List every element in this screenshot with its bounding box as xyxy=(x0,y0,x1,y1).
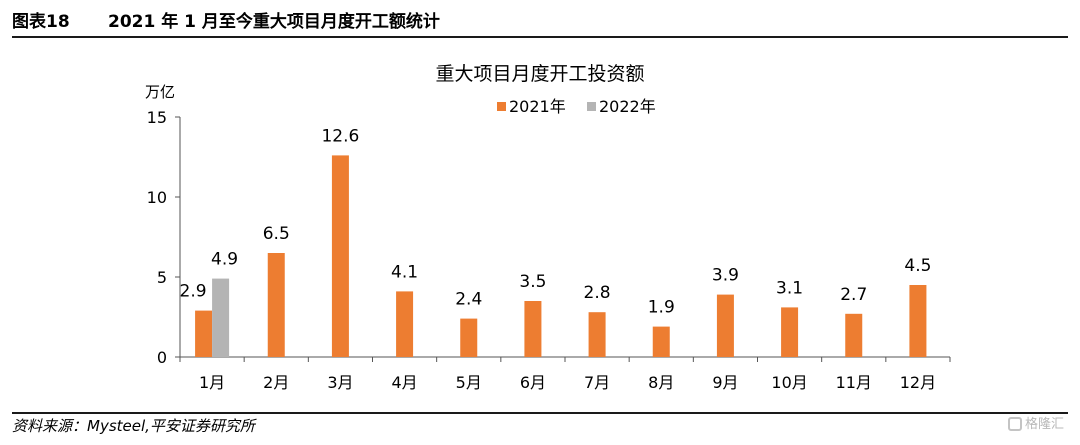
x-tick-label: 2月 xyxy=(263,373,289,392)
legend: 2021年 2022年 xyxy=(497,97,656,116)
x-tick-label: 9月 xyxy=(712,373,738,392)
data-label: 6.5 xyxy=(263,224,290,244)
data-label: 4.9 xyxy=(211,250,238,270)
legend-swatch xyxy=(497,102,506,111)
bar xyxy=(652,326,670,357)
x-tick-label: 1月 xyxy=(199,373,225,392)
figure-number: 图表18 xyxy=(12,12,70,32)
bar xyxy=(331,155,349,357)
y-tick-label: 15 xyxy=(147,108,167,127)
bars xyxy=(195,155,927,357)
y-tick-label: 0 xyxy=(157,348,167,367)
x-tick-label: 8月 xyxy=(648,373,674,392)
data-label: 4.5 xyxy=(904,256,931,276)
x-tick-label: 5月 xyxy=(456,373,482,392)
watermark-text: 格隆汇 xyxy=(1024,417,1064,432)
legend-swatch xyxy=(587,102,596,111)
bar xyxy=(909,285,927,357)
y-axis-unit-label: 万亿 xyxy=(145,83,175,101)
bar xyxy=(195,310,213,357)
data-label: 2.9 xyxy=(180,282,207,302)
x-tick-label: 6月 xyxy=(520,373,546,392)
y-axis: 0 5 10 15 xyxy=(147,108,181,367)
data-label: 2.8 xyxy=(584,283,611,303)
bar xyxy=(460,318,478,357)
data-label: 3.1 xyxy=(776,278,803,298)
bar xyxy=(845,313,863,357)
bar xyxy=(716,294,734,357)
bar xyxy=(781,307,799,357)
figure-title: 2021 年 1 月至今重大项目月度开工额统计 xyxy=(108,12,440,32)
data-label: 3.9 xyxy=(712,266,739,286)
data-label: 2.4 xyxy=(455,290,482,310)
data-label: 12.6 xyxy=(321,126,359,146)
figure-header: 图表18 2021 年 1 月至今重大项目月度开工额统计 xyxy=(12,8,1068,38)
bar xyxy=(396,291,414,357)
data-label: 1.9 xyxy=(648,298,675,318)
x-tick-label: 12月 xyxy=(900,373,936,392)
legend-label: 2022年 xyxy=(599,97,656,116)
x-axis: 1月 2月 3月 4月 5月 6月 7月 8月 9月 10月 11月 12月 xyxy=(179,356,951,392)
legend-label: 2021年 xyxy=(509,97,566,116)
bar xyxy=(212,278,230,357)
chart-title: 重大项目月度开工投资额 xyxy=(435,63,644,85)
watermark: 格隆汇 xyxy=(1007,416,1064,434)
x-tick-label: 3月 xyxy=(327,373,353,392)
watermark-logo-icon xyxy=(1007,417,1022,431)
data-label: 3.5 xyxy=(519,272,546,292)
y-tick-label: 10 xyxy=(147,188,167,207)
y-tick-label: 5 xyxy=(157,268,167,287)
x-tick-label: 10月 xyxy=(771,373,807,392)
bar xyxy=(267,253,285,357)
data-labels: 2.94.9 6.5 12.6 4.1 2.4 3.5 2.8 1.9 3.9 3.1 2.7 4.5 xyxy=(180,126,932,317)
x-tick-label: 7月 xyxy=(584,373,610,392)
bar xyxy=(588,312,606,357)
x-tick-label: 11月 xyxy=(836,373,872,392)
data-label: 4.1 xyxy=(391,262,418,282)
x-tick-label: 4月 xyxy=(391,373,417,392)
data-label: 2.7 xyxy=(840,285,867,305)
bar xyxy=(524,301,542,357)
source-note: 资料来源：Mysteel,平安证券研究所 xyxy=(12,412,1068,438)
